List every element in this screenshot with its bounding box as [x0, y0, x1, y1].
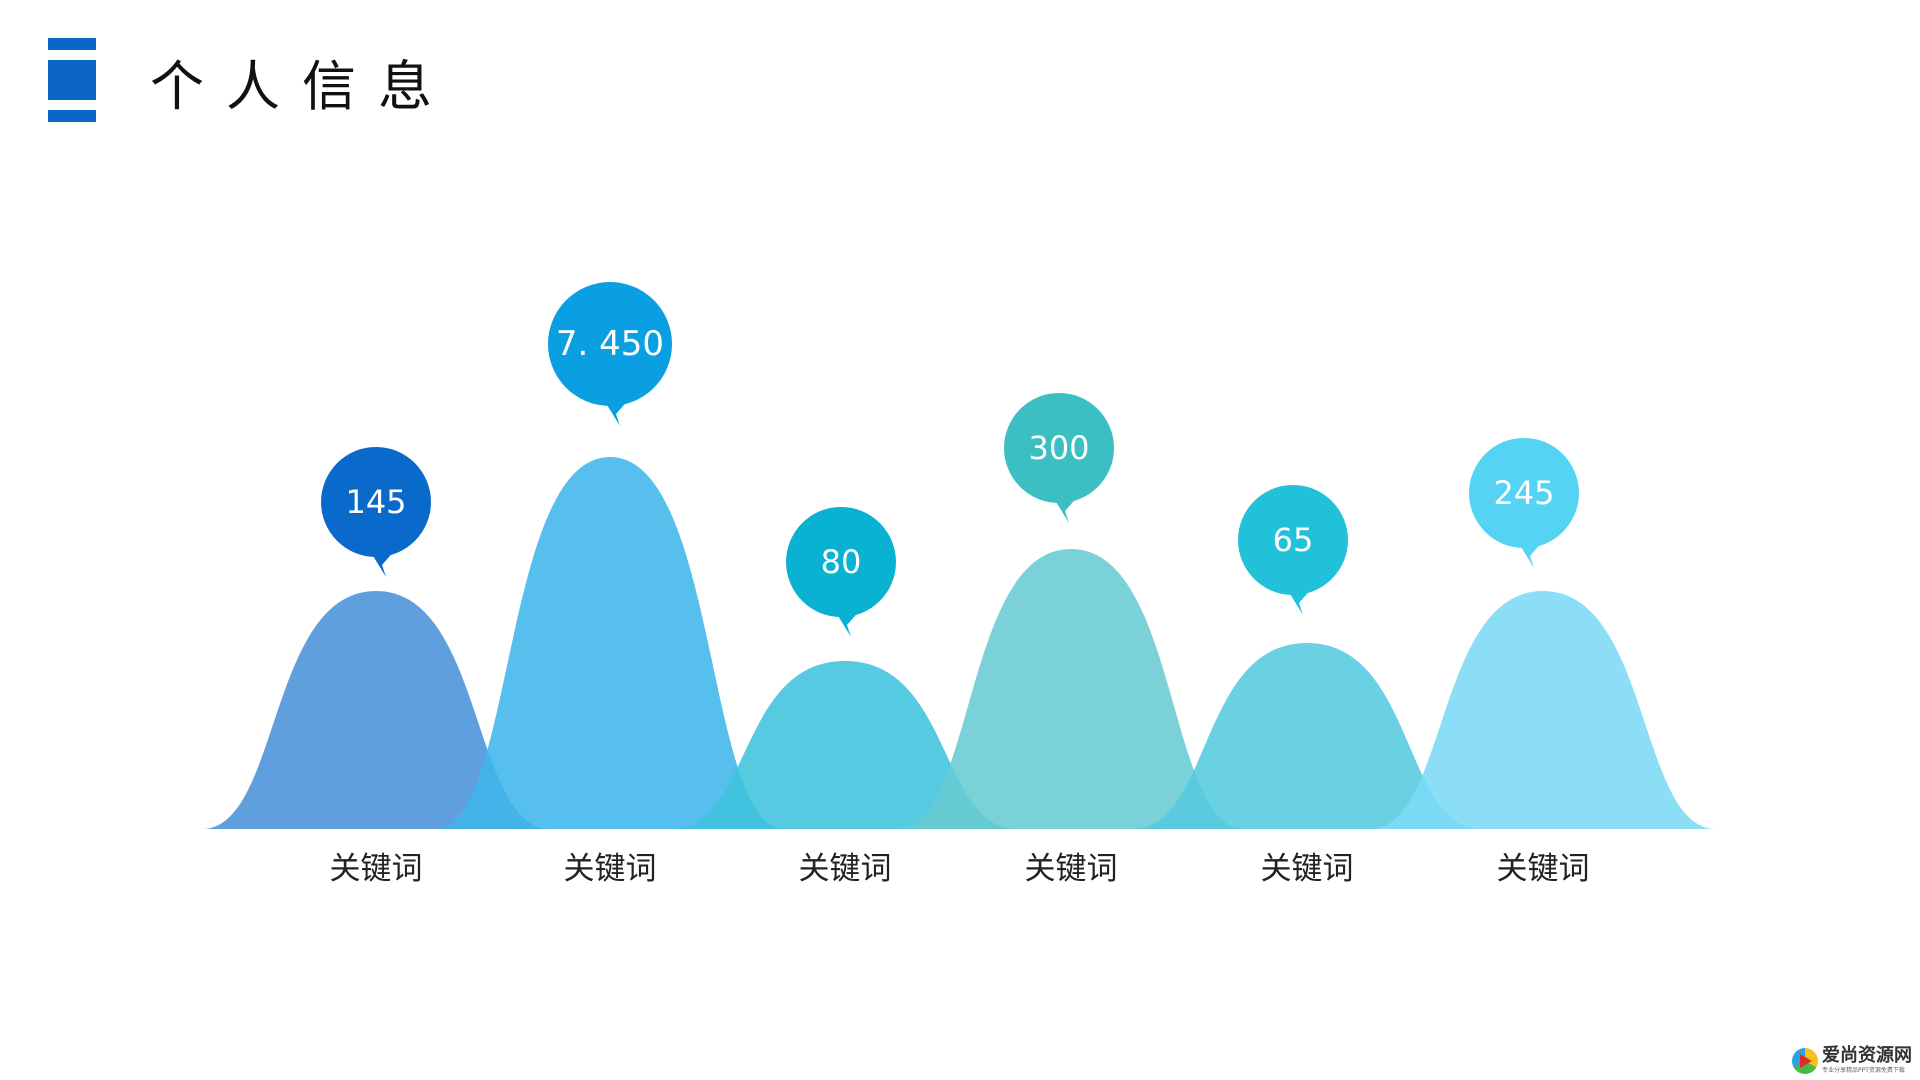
- header-icon-block: [48, 60, 96, 100]
- bubble-circle: [321, 447, 431, 557]
- value-bubble: 300: [1004, 393, 1114, 523]
- value-bubble: 80: [786, 507, 896, 637]
- watermark: 爱尚资源网 专业分享精品PPT资源免费下载: [1792, 1047, 1912, 1074]
- value-label: 300: [1028, 429, 1089, 467]
- mountain-shape: [202, 591, 550, 829]
- value-label: 145: [345, 483, 406, 521]
- value-label: 245: [1493, 474, 1554, 512]
- mountain-shape: [436, 457, 784, 829]
- mountain-shape: [1370, 591, 1716, 829]
- value-bubble: 245: [1469, 438, 1579, 568]
- category-label: 关键词: [1261, 851, 1354, 887]
- mountain-shape: [897, 549, 1245, 829]
- page-title: 个人信息: [150, 55, 454, 118]
- bubble-circle: [1004, 393, 1114, 503]
- watermark-text: 爱尚资源网: [1822, 1045, 1912, 1066]
- value-bubble: 7. 450: [548, 282, 672, 426]
- category-label: 关键词: [1025, 851, 1118, 887]
- header-icon-bar-bottom: [48, 110, 96, 122]
- category-label: 关键词: [799, 851, 892, 887]
- value-label: 65: [1273, 521, 1314, 559]
- category-label: 关键词: [1497, 851, 1590, 887]
- value-label: 7. 450: [556, 324, 664, 364]
- category-label: 关键词: [330, 851, 423, 887]
- watermark-logo-icon: [1792, 1047, 1818, 1074]
- bubble-circle: [786, 507, 896, 617]
- bubble-circle: [1238, 485, 1348, 595]
- value-bubble: 65: [1238, 485, 1348, 615]
- value-label: 80: [821, 543, 862, 581]
- value-bubble: 145: [321, 447, 431, 577]
- bubble-circle: [1469, 438, 1579, 548]
- mountain-shape: [1133, 643, 1481, 829]
- watermark-subtext: 专业分享精品PPT资源免费下载: [1822, 1067, 1905, 1074]
- header-icon-bar-top: [48, 38, 96, 50]
- mountain-shape: [673, 661, 1017, 829]
- bubble-circle: [548, 282, 672, 406]
- category-label: 关键词: [564, 851, 657, 887]
